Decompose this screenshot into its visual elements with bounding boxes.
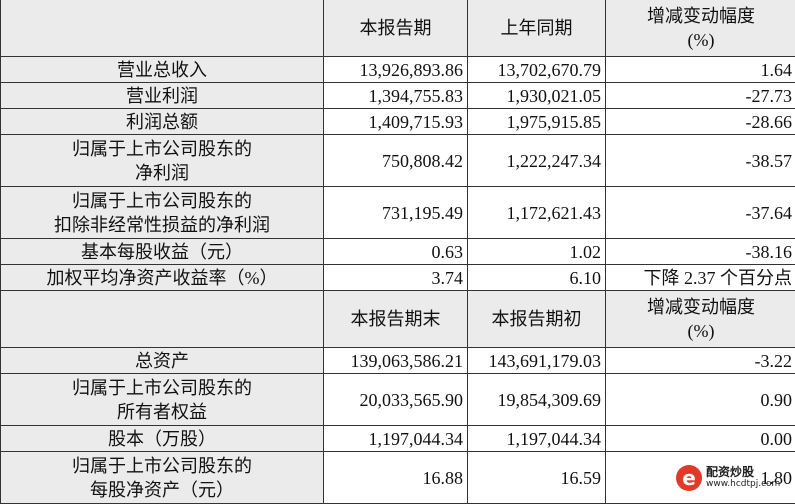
change-value: -3.22 xyxy=(606,348,795,374)
row-label: 归属于上市公司股东的 每股净资产（元） xyxy=(1,452,324,504)
table-row: 股本（万股） 1,197,044.34 1,197,044.34 0.00 xyxy=(1,426,795,452)
current-value: 1,409,715.93 xyxy=(324,109,468,135)
previous-value: 1,975,915.85 xyxy=(468,109,606,135)
row-label: 利润总额 xyxy=(1,109,324,135)
current-value: 1,394,755.83 xyxy=(324,83,468,109)
header-col3: 增减变动幅度 (%) xyxy=(606,0,795,57)
current-value: 3.74 xyxy=(324,265,468,291)
change-value: -27.73 xyxy=(606,83,795,109)
table-row: 总资产 139,063,586.21 143,691,179.03 -3.22 xyxy=(1,348,795,374)
table-row: 归属于上市公司股东的 扣除非经常性损益的净利润 731,195.49 1,172… xyxy=(1,187,795,239)
change-value: 0.00 xyxy=(606,426,795,452)
table-row: 基本每股收益（元） 0.63 1.02 -38.16 xyxy=(1,239,795,265)
change-value: 下降 2.37 个百分点 xyxy=(606,265,795,291)
previous-value: 1.02 xyxy=(468,239,606,265)
previous-value: 1,222,247.34 xyxy=(468,135,606,187)
header-col2: 本报告期初 xyxy=(468,291,606,348)
previous-value: 1,930,021.05 xyxy=(468,83,606,109)
current-value: 0.63 xyxy=(324,239,468,265)
current-value: 1,197,044.34 xyxy=(324,426,468,452)
current-value: 20,033,565.90 xyxy=(324,374,468,426)
current-value: 139,063,586.21 xyxy=(324,348,468,374)
previous-value: 6.10 xyxy=(468,265,606,291)
watermark: e 配资炒股 www.hcdtpj.com xyxy=(676,460,794,496)
row-label: 加权平均净资产收益率（%） xyxy=(1,265,324,291)
row-label: 归属于上市公司股东的 净利润 xyxy=(1,135,324,187)
current-value: 750,808.42 xyxy=(324,135,468,187)
row-label: 营业利润 xyxy=(1,83,324,109)
watermark-logo-icon: e xyxy=(676,465,702,491)
table-row: 归属于上市公司股东的 净利润 750,808.42 1,222,247.34 -… xyxy=(1,135,795,187)
row-label: 总资产 xyxy=(1,348,324,374)
row-label: 归属于上市公司股东的 扣除非经常性损益的净利润 xyxy=(1,187,324,239)
row-label: 归属于上市公司股东的 所有者权益 xyxy=(1,374,324,426)
current-value: 16.88 xyxy=(324,452,468,504)
watermark-title: 配资炒股 xyxy=(706,466,780,478)
header-empty xyxy=(1,0,324,57)
previous-value: 19,854,309.69 xyxy=(468,374,606,426)
table-row: 营业利润 1,394,755.83 1,930,021.05 -27.73 xyxy=(1,83,795,109)
change-value: -37.64 xyxy=(606,187,795,239)
header-empty xyxy=(1,291,324,348)
row-label: 营业总收入 xyxy=(1,57,324,83)
table-row: 加权平均净资产收益率（%） 3.74 6.10 下降 2.37 个百分点 xyxy=(1,265,795,291)
change-value: 1.64 xyxy=(606,57,795,83)
previous-value: 16.59 xyxy=(468,452,606,504)
change-value: -38.57 xyxy=(606,135,795,187)
previous-value: 143,691,179.03 xyxy=(468,348,606,374)
table-row: 利润总额 1,409,715.93 1,975,915.85 -28.66 xyxy=(1,109,795,135)
table-row: 营业总收入 13,926,893.86 13,702,670.79 1.64 xyxy=(1,57,795,83)
watermark-url: www.hcdtpj.com xyxy=(706,479,780,489)
table-row: 归属于上市公司股东的 所有者权益 20,033,565.90 19,854,30… xyxy=(1,374,795,426)
change-value: -38.16 xyxy=(606,239,795,265)
previous-value: 1,172,621.43 xyxy=(468,187,606,239)
header-col2: 上年同期 xyxy=(468,0,606,57)
previous-value: 1,197,044.34 xyxy=(468,426,606,452)
header-col1: 本报告期末 xyxy=(324,291,468,348)
header-col3: 增减变动幅度 (%) xyxy=(606,291,795,348)
header-row: 本报告期末本报告期初增减变动幅度 (%) xyxy=(1,291,795,348)
header-row: 本报告期上年同期增减变动幅度 (%) xyxy=(1,0,795,57)
current-value: 731,195.49 xyxy=(324,187,468,239)
change-value: 0.90 xyxy=(606,374,795,426)
row-label: 股本（万股） xyxy=(1,426,324,452)
change-value: -28.66 xyxy=(606,109,795,135)
header-col1: 本报告期 xyxy=(324,0,468,57)
row-label: 基本每股收益（元） xyxy=(1,239,324,265)
current-value: 13,926,893.86 xyxy=(324,57,468,83)
previous-value: 13,702,670.79 xyxy=(468,57,606,83)
